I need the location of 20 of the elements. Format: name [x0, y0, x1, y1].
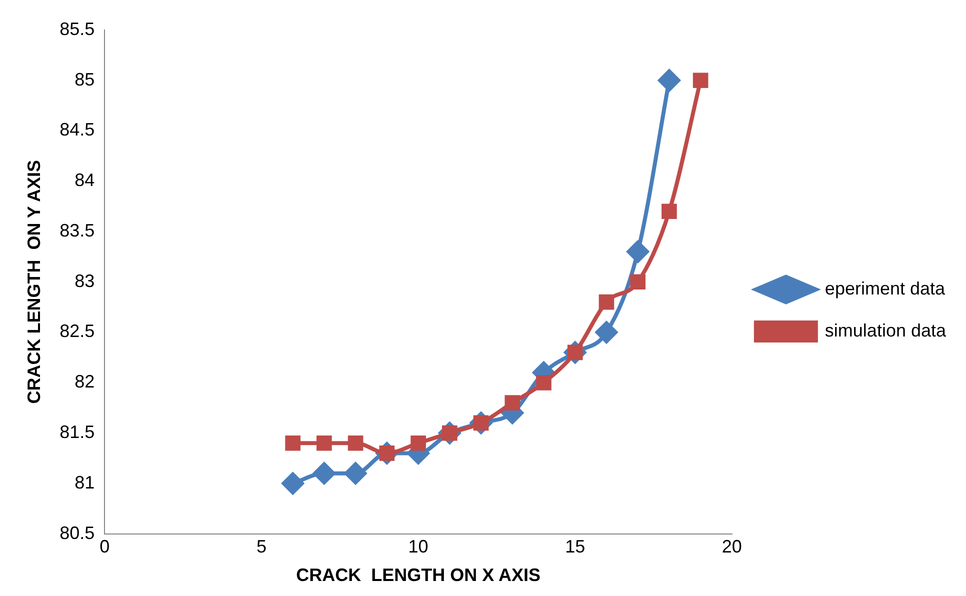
y-tick-label: 82.5	[60, 321, 95, 342]
y-tick-label: 81.5	[60, 422, 95, 442]
y-tick-label: 85.5	[60, 18, 95, 39]
y-tick-label: 82	[74, 372, 95, 392]
x-tick-label: 10	[408, 536, 428, 557]
legend-label: eperiment data	[824, 278, 946, 298]
y-tick-label: 83.5	[60, 220, 95, 240]
y-tick-label: 84.5	[60, 120, 95, 140]
y-tick-label: 85	[74, 69, 95, 90]
y-tick-label: 83	[74, 270, 95, 291]
x-tick-label: 15	[565, 536, 586, 557]
y-tick-label: 84	[74, 170, 95, 190]
y-tick-label: 80.5	[60, 522, 95, 543]
x-tick-label: 5	[256, 536, 266, 557]
x-axis-title: CRACK LENGTH ON X AXIS	[296, 565, 540, 586]
y-axis-title: CRACK LENGTH ON Y AXIS	[24, 160, 44, 404]
y-tick-label: 81	[74, 472, 95, 492]
x-tick-label: 20	[722, 536, 742, 557]
legend-label: simulation data	[824, 320, 947, 340]
x-tick-label: 0	[100, 536, 110, 557]
